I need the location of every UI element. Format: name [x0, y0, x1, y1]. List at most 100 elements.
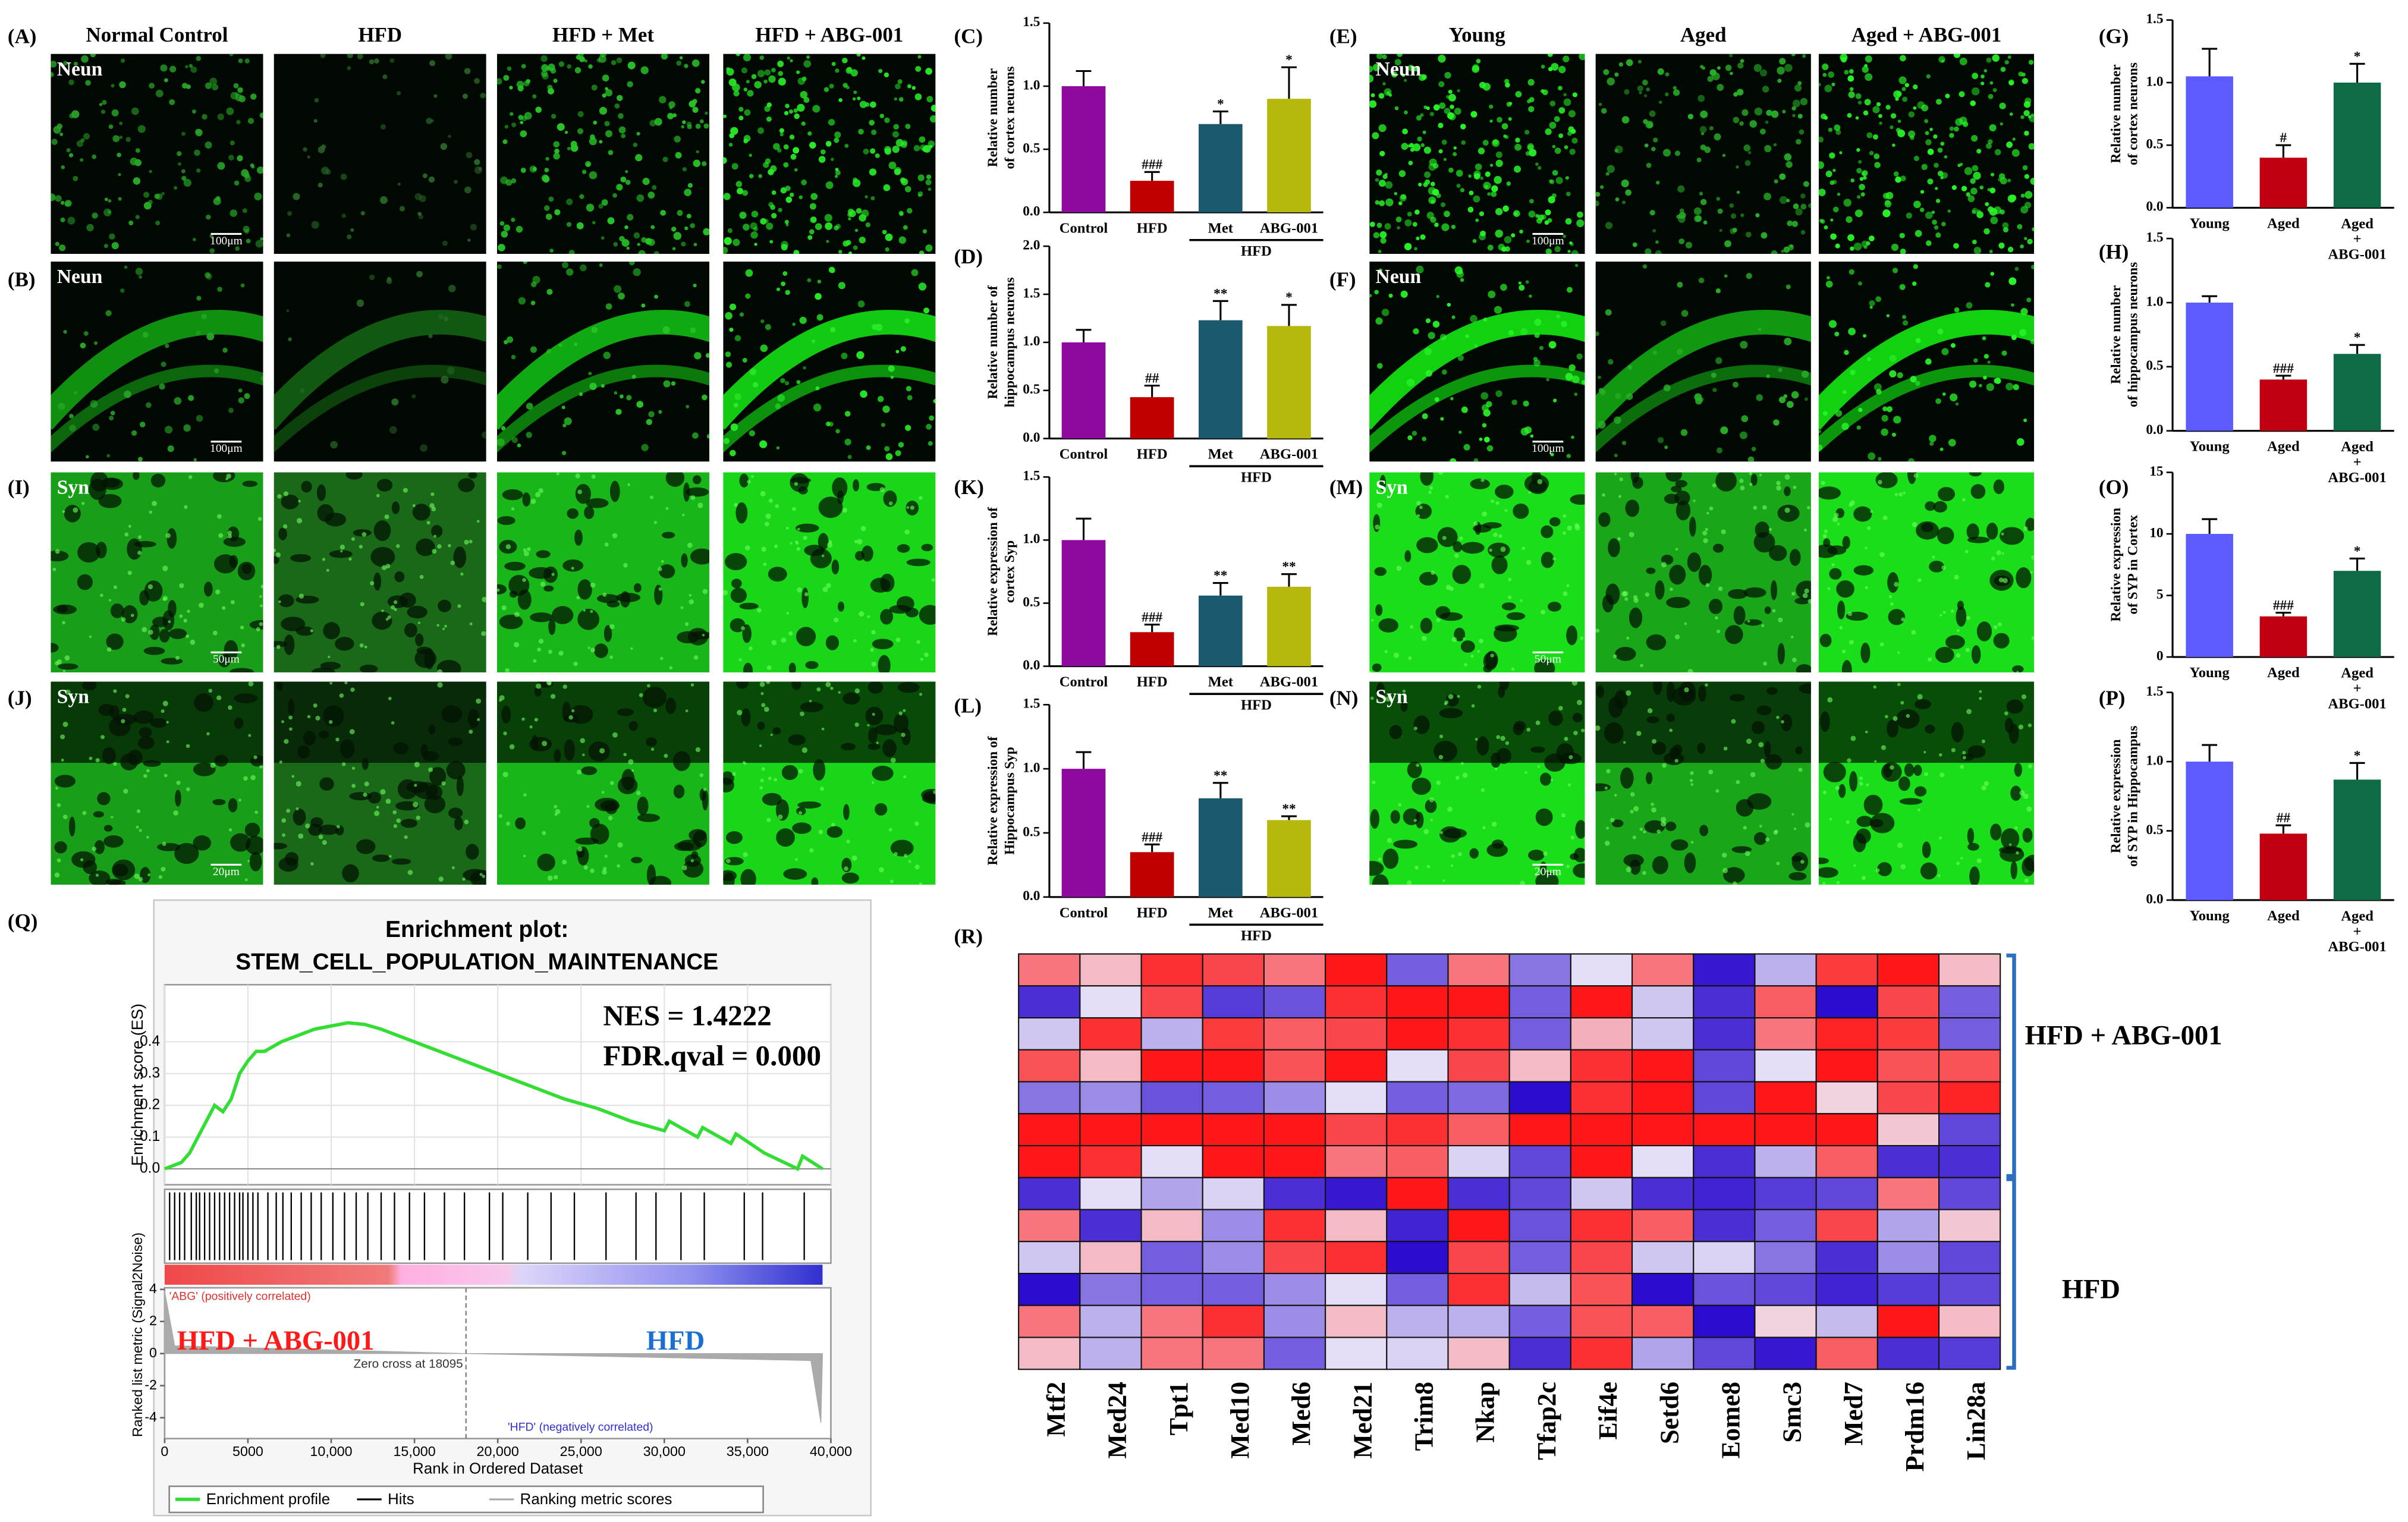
bar	[2259, 379, 2308, 431]
cell	[1966, 192, 1971, 197]
speck	[1457, 694, 1460, 698]
speck	[143, 773, 147, 778]
speck	[1722, 867, 1728, 873]
cell	[1818, 161, 1825, 169]
cell	[1999, 102, 2006, 109]
cell	[414, 193, 422, 200]
cell	[1835, 243, 1840, 249]
speck	[1746, 738, 1752, 744]
cell	[1375, 178, 1379, 182]
cell	[1460, 278, 1464, 282]
cell	[1754, 107, 1763, 116]
cell	[626, 395, 632, 401]
cell	[631, 375, 636, 379]
speck	[359, 545, 363, 549]
dark-spot	[133, 472, 140, 480]
cell	[1900, 55, 1906, 62]
speck	[1520, 881, 1525, 885]
dark-spot	[577, 579, 592, 600]
dark-spot	[1675, 500, 1691, 521]
cell	[766, 116, 772, 122]
cell	[723, 438, 730, 444]
x-tick-label: Aged	[2267, 439, 2300, 455]
cell	[769, 240, 774, 244]
cell	[1571, 375, 1580, 383]
speck	[247, 860, 250, 863]
cell	[1876, 102, 1881, 107]
cell	[669, 106, 672, 110]
speck	[1416, 763, 1420, 768]
speck	[1824, 529, 1828, 534]
dark-spot	[284, 634, 295, 655]
cell	[1846, 216, 1853, 223]
speck	[1626, 690, 1631, 696]
bar	[2333, 779, 2381, 900]
cell	[1489, 104, 1494, 109]
speck	[240, 625, 244, 630]
group-label: HFD + ABG-001	[2025, 1020, 2222, 1051]
speck	[1712, 483, 1717, 488]
speck	[1619, 477, 1623, 482]
cell	[879, 114, 885, 118]
cell	[620, 176, 627, 183]
dark-spot	[564, 739, 575, 761]
y-axis-label: of hippocampus neurons	[2126, 262, 2141, 407]
cell	[1950, 343, 1956, 348]
cell	[1843, 199, 1851, 207]
cell	[1376, 54, 1383, 59]
cell	[834, 137, 840, 143]
speck	[241, 643, 246, 647]
cell	[523, 261, 527, 264]
dark-spot	[373, 572, 382, 591]
heatmap-cell	[1018, 953, 1081, 987]
cell	[511, 218, 515, 222]
cell	[149, 169, 152, 174]
cell	[1663, 384, 1671, 392]
x-tick-label: 25,000	[560, 1444, 602, 1459]
cell	[426, 118, 433, 124]
cell	[1913, 106, 1917, 110]
speck	[765, 521, 769, 527]
dark-spot	[762, 793, 782, 806]
cell	[1855, 93, 1862, 99]
speck	[1875, 868, 1880, 873]
cell	[386, 278, 392, 284]
dark-spot	[2000, 847, 2025, 862]
cell	[206, 214, 211, 220]
dark-spot	[1652, 856, 1668, 875]
cell	[68, 79, 74, 86]
cell	[1971, 135, 1978, 142]
dark-spot	[310, 817, 323, 828]
speck	[1429, 486, 1434, 490]
cell	[2028, 143, 2035, 150]
micrograph	[1818, 681, 2035, 885]
cell	[592, 221, 596, 225]
dark-spot	[1744, 619, 1762, 626]
speck	[1800, 860, 1805, 864]
cell	[1401, 143, 1409, 150]
speck	[62, 510, 65, 513]
speck	[259, 765, 263, 769]
speck	[385, 798, 391, 804]
speck	[481, 631, 486, 636]
dark-spot	[301, 481, 312, 493]
speck	[1962, 498, 1966, 502]
cell	[1605, 172, 1609, 176]
heatmap-cell	[1140, 1049, 1203, 1083]
stain-label: Neun	[1376, 266, 1422, 288]
bar	[1198, 320, 1243, 439]
speck	[1573, 731, 1578, 735]
heatmap-cell	[1815, 1337, 1878, 1370]
speck	[1460, 762, 1464, 765]
cell	[749, 174, 754, 178]
cell	[1856, 195, 1861, 199]
cell	[869, 120, 875, 126]
dark-spot	[1990, 823, 2002, 841]
heatmap-cell	[1754, 1144, 1817, 1178]
cell	[193, 458, 197, 462]
cell	[895, 450, 901, 457]
heatmap-cell	[1140, 1144, 1203, 1178]
dark-spot	[278, 527, 287, 540]
cell	[2000, 122, 2003, 126]
speck	[1901, 617, 1906, 622]
